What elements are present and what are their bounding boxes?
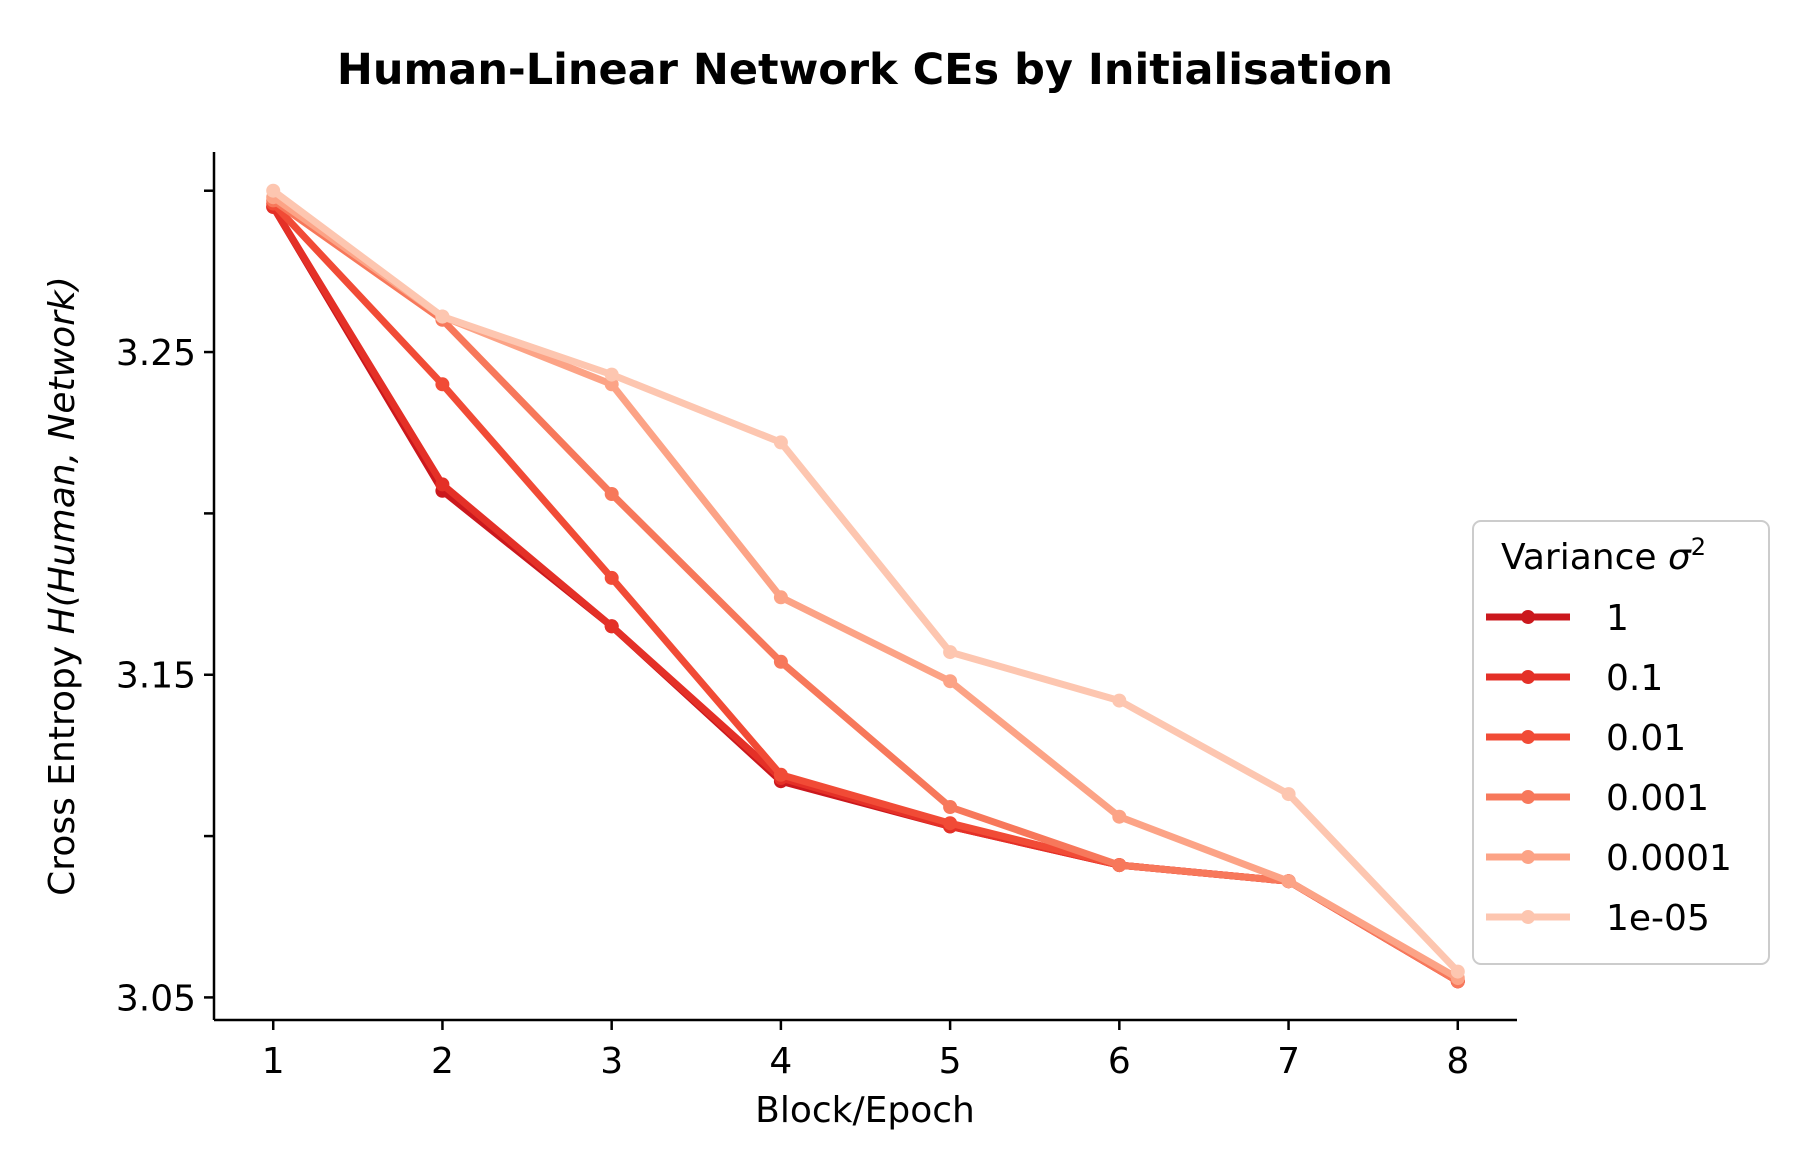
legend-swatch-marker — [1521, 610, 1535, 624]
series-1-point — [604, 619, 619, 634]
x-axis-label: Block/Epoch — [755, 1090, 975, 1131]
x-tick-label: 1 — [262, 1041, 285, 1082]
series-1-point — [435, 477, 450, 492]
legend-label: 0.1 — [1606, 658, 1663, 699]
legend-swatch-marker — [1521, 850, 1535, 864]
series-4-point — [773, 590, 788, 605]
series-line-4 — [269, 193, 1462, 982]
x-ticks: 1 2 3 4 5 6 7 8 — [262, 1020, 1469, 1082]
series-5-point — [773, 435, 788, 450]
legend-frame — [1472, 520, 1770, 965]
series-3-point — [943, 800, 958, 814]
y-axis-label-math: H(Human, Network) — [42, 276, 83, 634]
series-5-point — [943, 645, 958, 660]
legend-label: 0.01 — [1606, 718, 1686, 759]
y-axis-label: Cross Entropy H(Human, Network) — [42, 276, 83, 896]
legend-title: Variance σ2 — [1501, 533, 1706, 578]
legend-title-superscript: 2 — [1691, 533, 1706, 561]
series-4-point — [1281, 874, 1296, 889]
series-2-point — [435, 377, 450, 392]
legend-label: 1 — [1606, 598, 1629, 639]
series-5-point — [266, 183, 281, 198]
legend: Variance σ2 1 0.1 0.01 0.001 0.0001 1e-05 — [1472, 520, 1770, 965]
series-2-point — [773, 767, 788, 782]
y-tick-label: 3.25 — [116, 333, 196, 374]
series-5-point — [435, 309, 450, 324]
series-5-point — [1112, 693, 1127, 708]
series-4-point — [1112, 809, 1127, 824]
y-axis-label-prefix: Cross Entropy — [42, 634, 83, 895]
legend-items: 1 0.1 0.01 0.001 0.0001 1e-05 — [1486, 598, 1732, 939]
y-tick-label: 3.05 — [116, 978, 196, 1019]
legend-swatch-marker — [1521, 790, 1535, 804]
y-ticks: 3.25 3.15 3.05 — [116, 189, 214, 1019]
series-2-point — [604, 570, 619, 585]
series-3-point — [1112, 858, 1127, 873]
chart-title: Human-Linear Network CEs by Initialisati… — [337, 45, 1393, 95]
x-tick-label: 7 — [1277, 1041, 1300, 1082]
series-5-point — [1281, 787, 1296, 802]
legend-title-prefix: Variance — [1501, 537, 1668, 578]
legend-title-symbol: σ — [1668, 537, 1692, 578]
legend-swatch-marker — [1521, 730, 1535, 744]
series-3-point — [604, 487, 619, 501]
x-tick-label: 4 — [769, 1041, 792, 1082]
x-tick-label: 5 — [939, 1041, 962, 1082]
y-tick-label: 3.15 — [116, 656, 196, 697]
series-line-5 — [269, 187, 1462, 976]
legend-label: 0.0001 — [1606, 838, 1732, 879]
series-5-point — [604, 367, 619, 382]
legend-label: 1e-05 — [1606, 898, 1710, 939]
series-3-point — [773, 654, 788, 669]
series-4-point — [604, 377, 619, 392]
series-layer — [266, 183, 1465, 989]
legend-label: 0.001 — [1606, 778, 1709, 819]
series-2-point — [943, 816, 958, 831]
x-tick-label: 2 — [431, 1041, 454, 1082]
legend-swatch-marker — [1521, 670, 1535, 684]
series-5-point — [1450, 964, 1465, 979]
x-tick-label: 3 — [600, 1041, 623, 1082]
legend-swatch-marker — [1521, 910, 1535, 924]
x-tick-label: 8 — [1446, 1041, 1469, 1082]
x-tick-label: 6 — [1108, 1041, 1131, 1082]
series-4-point — [943, 674, 958, 689]
series-line-3 — [269, 196, 1462, 985]
